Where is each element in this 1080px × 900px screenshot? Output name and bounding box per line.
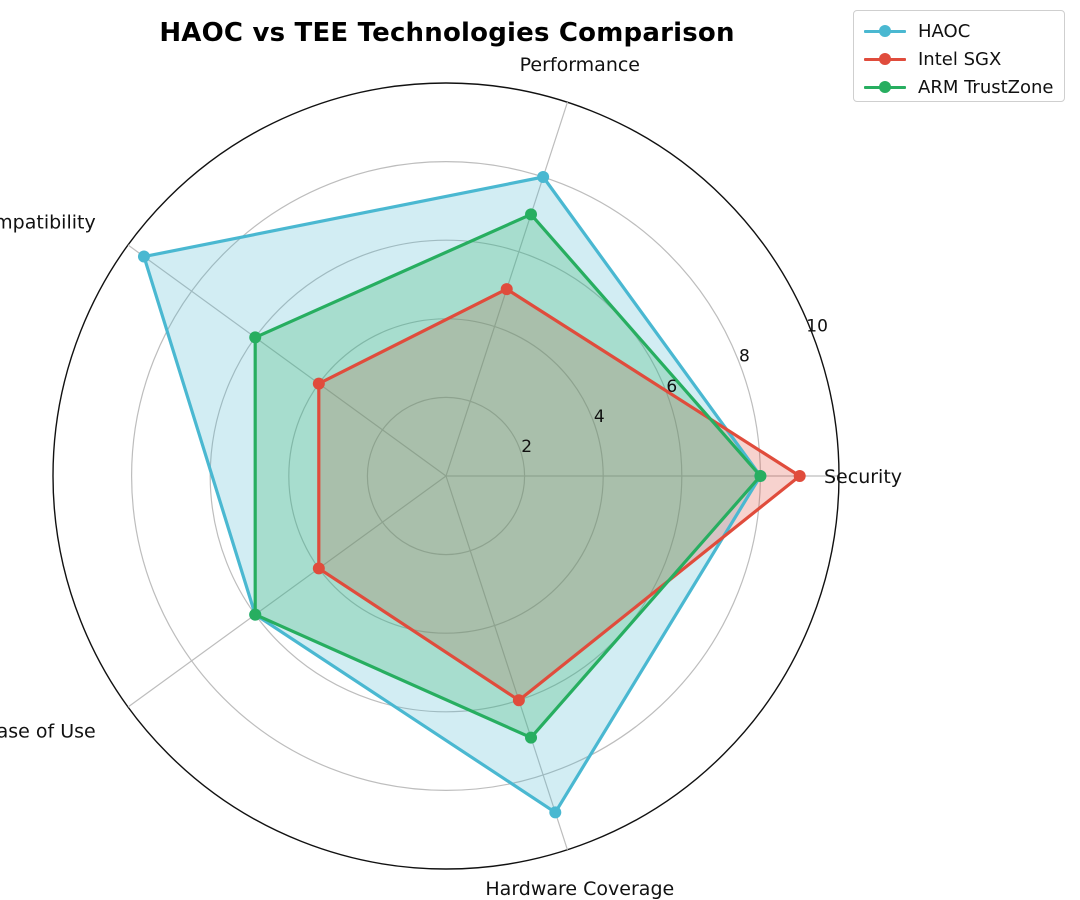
legend-swatch xyxy=(864,49,906,69)
legend-label: HAOC xyxy=(918,20,971,42)
series-point-2-0 xyxy=(754,470,767,482)
legend-label: ARM TrustZone xyxy=(918,76,1054,98)
axis-label: Performance xyxy=(520,54,640,76)
radial-tick-label: 10 xyxy=(806,317,828,337)
axis-label: Eco-Compatibility xyxy=(0,211,96,233)
series-line-0 xyxy=(142,175,763,815)
axis-label: Hardware Coverage xyxy=(485,878,674,900)
series-fill-1 xyxy=(318,289,800,701)
spoke-line xyxy=(445,475,569,850)
legend-swatch xyxy=(864,21,906,41)
radar-labels: 2 4 6 8 10 Security Performance Eco-Compatibili… xyxy=(0,54,902,900)
legend-item: Intel SGX xyxy=(864,45,1054,73)
series-point-1-3 xyxy=(312,562,325,575)
legend-swatch xyxy=(864,77,906,97)
series-point-1-0 xyxy=(793,470,806,482)
legend-item: ARM TrustZone xyxy=(864,73,1054,101)
radial-tick-label: 2 xyxy=(521,437,532,457)
legend-marker xyxy=(879,25,891,37)
legend-marker xyxy=(879,53,891,65)
series-point-0-2 xyxy=(137,250,150,263)
legend: HAOC Intel SGX ARM TrustZone xyxy=(853,10,1065,102)
radial-tick-label: 8 xyxy=(739,347,750,367)
axis-label: Security xyxy=(824,466,902,488)
radial-tick-label: 4 xyxy=(594,407,605,427)
series-line-2 xyxy=(253,212,763,740)
legend-marker xyxy=(879,81,891,93)
axis-label: Ease of Use xyxy=(0,721,96,743)
legend-label: Intel SGX xyxy=(918,48,1002,70)
series-point-0-1 xyxy=(537,170,550,183)
spoke-line xyxy=(127,244,447,477)
series-point-2-2 xyxy=(249,331,262,344)
series-point-2-1 xyxy=(525,208,538,221)
series-point-0-4 xyxy=(549,806,562,819)
series-point-2-4 xyxy=(525,731,538,744)
series-point-1-4 xyxy=(512,694,525,707)
legend-item: HAOC xyxy=(864,17,1054,45)
spoke-line xyxy=(127,475,447,708)
series-point-2-3 xyxy=(249,608,262,621)
radar-series xyxy=(137,170,806,819)
chart-title: HAOC vs TEE Technologies Comparison xyxy=(159,18,735,48)
series-point-1-1 xyxy=(500,283,513,296)
radial-tick-label: 6 xyxy=(666,377,677,397)
series-point-1-2 xyxy=(312,377,325,390)
series-line-1 xyxy=(317,287,802,702)
